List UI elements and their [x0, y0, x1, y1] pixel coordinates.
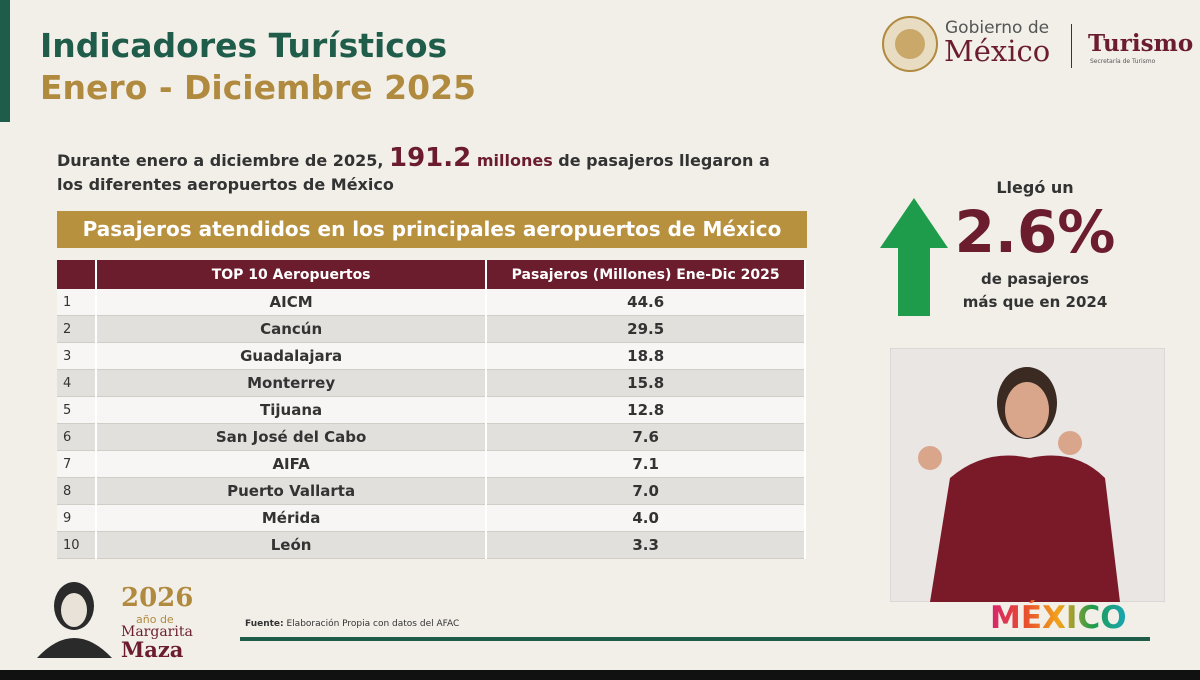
divider	[1071, 24, 1072, 68]
footer-line	[240, 637, 1150, 641]
table-row: 1 AICM 44.6	[57, 289, 806, 316]
bottom-bar	[0, 670, 1200, 680]
airport-cell: León	[95, 531, 488, 559]
badge-year: 2026	[121, 583, 194, 613]
portrait	[37, 582, 112, 658]
source: Fuente: Elaboración Propia con datos del…	[245, 619, 459, 629]
airport-cell: Cancún	[95, 315, 488, 343]
up-arrow	[880, 198, 948, 316]
rank-cell: 4	[57, 369, 97, 397]
accent-bar	[0, 0, 10, 122]
title: Indicadores Turísticos	[40, 26, 448, 65]
table-row: 2 Cancún 29.5	[57, 315, 806, 343]
airport-cell: Guadalajara	[95, 342, 488, 370]
table-row: 9 Mérida 4.0	[57, 504, 806, 532]
table-row: 7 AIFA 7.1	[57, 450, 806, 478]
value-cell: 15.8	[486, 369, 806, 397]
intro: Durante enero a diciembre de 2025, 191.2…	[57, 143, 797, 197]
table-row: 10 León 3.3	[57, 531, 806, 559]
subtitle: Enero - Diciembre 2025	[40, 68, 476, 107]
header-cell: Pasajeros (Millones) Ene-Dic 2025	[486, 260, 806, 289]
table-row: 4 Monterrey 15.8	[57, 369, 806, 397]
table: TOP 10 Aeropuertos Pasajeros (Millones) E…	[57, 260, 806, 559]
value-cell: 7.0	[486, 477, 806, 505]
value-cell: 4.0	[486, 504, 806, 532]
value-cell: 44.6	[486, 289, 806, 316]
logo-text: Turismo	[1088, 30, 1194, 57]
highlight-text: de pasajeros	[981, 270, 1089, 288]
airport-cell: San José del Cabo	[95, 423, 488, 451]
table-row: 5 Tijuana 12.8	[57, 396, 806, 424]
rank-cell: 10	[57, 531, 97, 559]
airport-cell: AICM	[95, 289, 488, 316]
logo-text: Secretaría de Turismo	[1090, 58, 1156, 65]
rank-cell: 9	[57, 504, 97, 532]
badge-text: Maza	[121, 637, 184, 662]
airport-cell: AIFA	[95, 450, 488, 478]
table-row: 6 San José del Cabo 7.6	[57, 423, 806, 451]
brand-logo: MÉXICO	[990, 600, 1127, 636]
rank-cell: 3	[57, 342, 97, 370]
header-cell	[57, 260, 97, 289]
intro-text: Durante enero a diciembre de 2025,	[57, 151, 384, 170]
value-cell: 12.8	[486, 396, 806, 424]
rank-cell: 6	[57, 423, 97, 451]
badge-text: Margarita	[121, 624, 193, 640]
intro-text: de pasajeros llegaron a los diferentes a…	[57, 151, 770, 194]
table-row: 8 Puerto Vallarta 7.0	[57, 477, 806, 505]
highlight-lead: Llegó un	[996, 178, 1074, 197]
value-cell: 29.5	[486, 315, 806, 343]
header-cell: TOP 10 Aeropuertos	[95, 260, 488, 289]
source-label: Fuente:	[245, 619, 284, 629]
airport-cell: Mérida	[95, 504, 488, 532]
airport-cell: Monterrey	[95, 369, 488, 397]
airport-cell: Puerto Vallarta	[95, 477, 488, 505]
value-cell: 7.1	[486, 450, 806, 478]
interpreter-video	[890, 348, 1165, 602]
table-row: 3 Guadalajara 18.8	[57, 342, 806, 370]
intro-number: 191.2	[389, 143, 472, 173]
banner: Pasajeros atendidos en los principales a…	[57, 211, 807, 248]
rank-cell: 7	[57, 450, 97, 478]
rank-cell: 1	[57, 289, 97, 316]
header-row: TOP 10 Aeropuertos Pasajeros (Millones) E…	[57, 260, 806, 289]
rank-cell: 2	[57, 315, 97, 343]
logo-text: Gobierno de	[945, 18, 1050, 38]
intro-unit: millones	[476, 151, 553, 170]
rank-cell: 8	[57, 477, 97, 505]
value-cell: 18.8	[486, 342, 806, 370]
seal	[882, 16, 938, 72]
airport-cell: Tijuana	[95, 396, 488, 424]
highlight-value: 2.6%	[954, 198, 1116, 266]
badge-text: año de	[136, 613, 174, 626]
highlight-text: más que en 2024	[962, 293, 1108, 311]
value-cell: 7.6	[486, 423, 806, 451]
source-text: Elaboración Propia con datos del AFAC	[286, 619, 460, 629]
rank-cell: 5	[57, 396, 97, 424]
value-cell: 3.3	[486, 531, 806, 559]
logo-text: México	[944, 34, 1051, 68]
